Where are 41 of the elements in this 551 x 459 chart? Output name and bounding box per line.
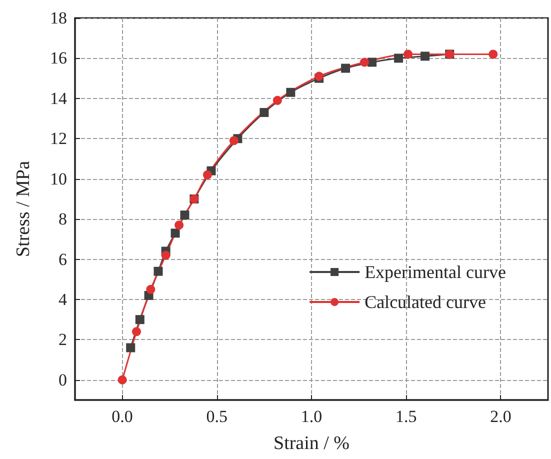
y-tick-label: 14 xyxy=(50,88,68,108)
y-tick-label: 10 xyxy=(50,169,67,188)
y-tick-label: 8 xyxy=(58,210,67,229)
point xyxy=(135,315,144,324)
point xyxy=(126,343,136,352)
point xyxy=(154,266,163,276)
x-axis-title: Strain / % xyxy=(274,433,350,454)
y-tick-label: 16 xyxy=(50,48,67,68)
x-tick-label: 0.5 xyxy=(206,407,228,426)
y-tick-label: 0 xyxy=(58,370,67,390)
point xyxy=(360,58,369,67)
legend-label: Experimental curve xyxy=(364,262,506,282)
x-tick-label: 1.5 xyxy=(395,407,417,426)
legend-label: Calculated curve xyxy=(364,292,486,312)
point xyxy=(488,50,498,59)
point xyxy=(180,210,190,220)
point xyxy=(202,170,212,180)
point xyxy=(420,52,430,61)
x-tick-label: 2.0 xyxy=(490,407,512,426)
y-axis-title: Stress / MPa xyxy=(13,160,34,258)
point xyxy=(229,136,238,146)
x-tick-label: 0.0 xyxy=(112,407,133,426)
y-tick-label: 6 xyxy=(58,250,67,269)
x-tick-label: 1.0 xyxy=(300,407,322,426)
point xyxy=(161,250,170,260)
y-tick-label: 4 xyxy=(58,290,68,309)
point xyxy=(286,88,296,97)
point xyxy=(146,284,156,294)
point xyxy=(404,50,412,59)
point xyxy=(132,327,141,336)
point xyxy=(260,108,269,117)
point xyxy=(368,58,377,67)
y-tick-label: 12 xyxy=(50,129,67,148)
point xyxy=(341,64,350,73)
point xyxy=(118,375,127,384)
y-tick-label: 18 xyxy=(50,8,67,28)
point xyxy=(174,220,184,230)
y-tick-label: 2 xyxy=(58,330,67,350)
point xyxy=(170,228,180,238)
point xyxy=(272,96,282,105)
point xyxy=(394,54,404,63)
